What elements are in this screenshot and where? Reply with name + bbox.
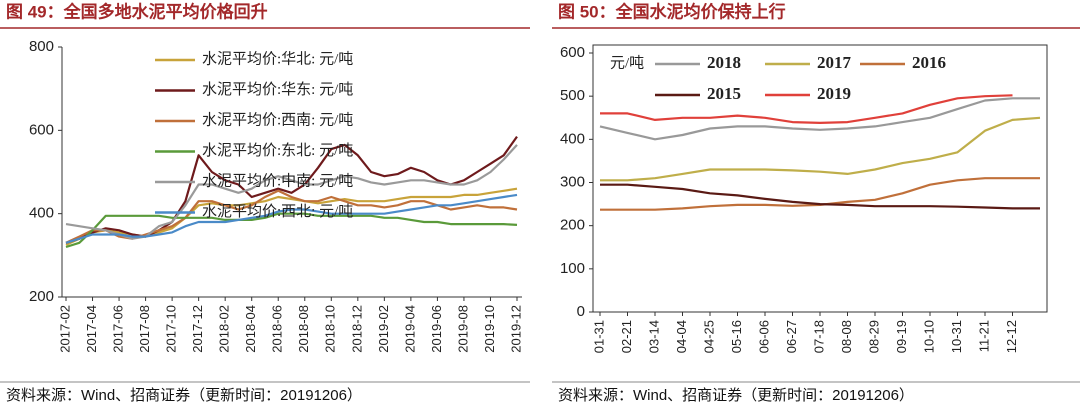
y-tick-label: 600 xyxy=(560,44,585,61)
legend-label: 2019 xyxy=(817,84,851,103)
series-line xyxy=(600,94,1013,124)
y-tick-label: 100 xyxy=(560,260,585,277)
legend-label: 水泥平均价:西南: 元/吨 xyxy=(202,111,353,128)
legend-label: 水泥平均价:中南: 元/吨 xyxy=(202,172,353,189)
x-tick-label: 04-25 xyxy=(701,320,716,353)
x-tick-label: 06-06 xyxy=(756,320,771,353)
legend-label: 2018 xyxy=(707,53,741,72)
x-tick-label: 2019-04 xyxy=(402,305,417,353)
series-line xyxy=(600,183,1040,210)
source: 资料来源：Wind、招商证券（更新时间：20191206） xyxy=(6,387,362,404)
x-tick-label: 10-10 xyxy=(921,320,936,353)
series-line xyxy=(65,212,518,249)
x-tick-label: 08-08 xyxy=(839,320,854,353)
series-line xyxy=(599,97,1040,141)
y-tick-label: 500 xyxy=(560,87,585,104)
series-line xyxy=(600,116,1041,182)
legend-label: 水泥平均价:东北: 元/吨 xyxy=(202,142,353,159)
x-tick-label: 2017-02 xyxy=(57,305,72,353)
x-tick-label: 08-29 xyxy=(866,320,881,353)
x-tick-label: 02-21 xyxy=(619,320,634,353)
x-tick-label: 2019-10 xyxy=(482,305,497,353)
y-tick-label: 300 xyxy=(560,173,585,190)
legend-label: 水泥平均价:华北: 元/吨 xyxy=(202,50,353,67)
x-tick-label: 2018-12 xyxy=(349,305,364,353)
y-tick-label: 400 xyxy=(29,205,54,222)
y-tick-label: 400 xyxy=(560,130,585,147)
x-tick-label: 2019-02 xyxy=(376,305,391,353)
x-tick-label: 06-27 xyxy=(784,320,799,353)
chart-title: 图 50：全国水泥均价保持上行 xyxy=(558,1,786,21)
unit-label: 元/吨 xyxy=(610,54,644,71)
x-tick-label: 04-04 xyxy=(674,320,689,353)
x-tick-label: 2019-12 xyxy=(508,305,523,353)
x-tick-label: 2017-06 xyxy=(110,305,125,353)
y-tick-label: 800 xyxy=(29,38,54,55)
x-tick-label: 09-19 xyxy=(894,320,909,353)
legend-label: 水泥平均价:西北: 元/吨 xyxy=(202,203,353,220)
y-tick-label: 200 xyxy=(29,288,54,305)
x-tick-label: 2018-06 xyxy=(270,305,285,353)
x-tick-label: 2017-12 xyxy=(190,305,205,353)
x-tick-label: 01-31 xyxy=(591,320,606,353)
x-tick-label: 2017-10 xyxy=(164,305,179,353)
legend-label: 2017 xyxy=(817,53,852,72)
x-tick-label: 2017-04 xyxy=(84,305,99,353)
y-tick-label: 0 xyxy=(577,303,585,320)
x-tick-label: 2017-08 xyxy=(137,305,152,353)
y-tick-label: 600 xyxy=(29,121,54,138)
y-tick-label: 200 xyxy=(560,217,585,234)
x-tick-label: 03-14 xyxy=(646,320,661,353)
x-tick-label: 2019-08 xyxy=(455,305,470,353)
x-tick-label: 07-18 xyxy=(811,320,826,353)
x-tick-label: 2018-02 xyxy=(217,305,232,353)
x-tick-label: 05-16 xyxy=(729,320,744,353)
legend-label: 水泥平均价:华东: 元/吨 xyxy=(202,81,353,98)
x-tick-label: 2018-08 xyxy=(296,305,311,353)
x-tick-label: 2019-06 xyxy=(429,305,444,353)
source: 资料来源：Wind、招商证券（更新时间：20191206） xyxy=(558,387,914,404)
x-tick-label: 11-21 xyxy=(976,320,991,352)
x-tick-label: 2018-04 xyxy=(243,305,258,353)
x-tick-label: 12-12 xyxy=(1004,320,1019,353)
legend-label: 2015 xyxy=(707,84,741,103)
legend-label: 2016 xyxy=(912,53,946,72)
series-line xyxy=(65,193,518,244)
x-tick-label: 2018-10 xyxy=(323,305,338,353)
x-tick-label: 10-31 xyxy=(949,320,964,353)
chart-title: 图 49：全国多地水泥平均价格回升 xyxy=(6,1,268,21)
